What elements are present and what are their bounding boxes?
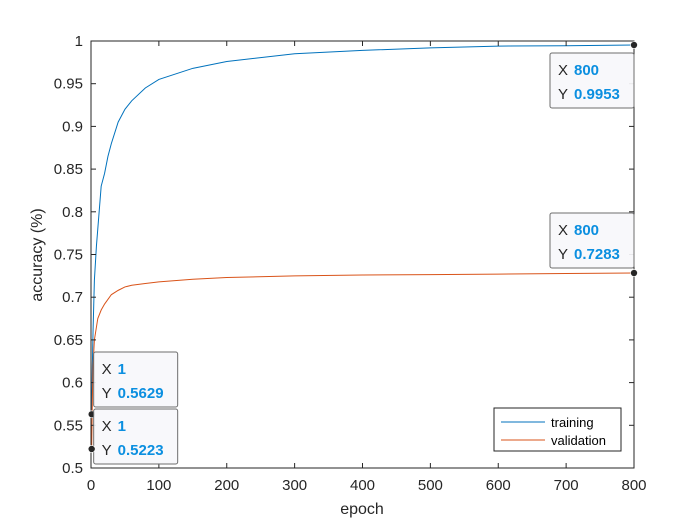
x-tick-label: 600: [486, 477, 511, 494]
datatip-y-key: Y: [102, 385, 112, 402]
datatip-x-key: X: [558, 62, 568, 79]
legend: training validation: [493, 407, 622, 452]
series-line-validation: [91, 272, 635, 449]
x-tick-label: 100: [146, 477, 171, 494]
datatip-x-value: 800: [574, 62, 599, 79]
datatip-x-value: 1: [118, 361, 126, 378]
datatip[interactable]: X 800 Y 0.7283: [549, 212, 638, 277]
datatip-marker[interactable]: [87, 445, 96, 453]
series-layer: [91, 44, 635, 449]
y-tick-label: 0.75: [54, 247, 83, 264]
datatip-y-key: Y: [558, 246, 568, 263]
datatip-y-value: 0.5223: [118, 442, 164, 459]
datatip-marker[interactable]: [630, 269, 638, 277]
datatip-marker[interactable]: [630, 41, 638, 49]
datatip-x-key: X: [102, 418, 112, 435]
y-axis-label: accuracy (%): [29, 208, 46, 301]
y-tick-label: 0.85: [54, 161, 83, 178]
datatip[interactable]: X 800 Y 0.9953: [549, 41, 638, 109]
datatip[interactable]: X 1Y 0.5223: [87, 408, 179, 465]
y-tick-label: 0.5: [62, 460, 83, 477]
y-tick-label: 0.7: [62, 289, 83, 306]
datatip-x-value: 800: [574, 222, 599, 239]
y-tick-label: 0.95: [54, 76, 83, 93]
x-tick-label: 500: [418, 477, 443, 494]
plot-area: [91, 41, 634, 468]
datatip[interactable]: X 1Y 0.5629: [87, 351, 179, 419]
y-tick-label: 1: [75, 33, 83, 50]
datatip-x-key: X: [102, 361, 112, 378]
legend-label-validation: validation: [551, 433, 606, 448]
x-tick-label: 800: [621, 477, 646, 494]
datatip-x-value: 1: [118, 418, 126, 435]
x-tick-label: 0: [87, 477, 95, 494]
datatip-box: [549, 52, 635, 109]
datatip-box: [93, 351, 179, 408]
datatip-y-value: 0.5629: [118, 385, 164, 402]
datatip-y-key: Y: [102, 442, 112, 459]
y-tick-label: 0.8: [62, 204, 83, 221]
series-line-training: [91, 44, 635, 415]
x-axis-label: epoch: [340, 501, 384, 518]
axes-layer: 0 100 200 300 400 500 600 700 800 0.5 0.55 0.6 0.65 0…: [54, 33, 647, 494]
x-tick-label: 700: [554, 477, 579, 494]
x-tick-label: 200: [214, 477, 239, 494]
datatip-y-key: Y: [558, 86, 568, 103]
x-tick-label: 300: [282, 477, 307, 494]
legend-label-training: training: [551, 415, 594, 430]
y-tick-label: 0.9: [62, 118, 83, 135]
y-tick-label: 0.6: [62, 375, 83, 392]
datatip-y-value: 0.9953: [574, 86, 620, 103]
datatip-x-key: X: [558, 222, 568, 239]
datatip-box: [549, 212, 635, 269]
legend-box: [493, 407, 622, 452]
y-tick-label: 0.55: [54, 417, 83, 434]
datatip-box: [93, 408, 179, 465]
x-tick-label: 400: [350, 477, 375, 494]
y-tick-label: 0.65: [54, 332, 83, 349]
datatip-y-value: 0.7283: [574, 246, 620, 263]
